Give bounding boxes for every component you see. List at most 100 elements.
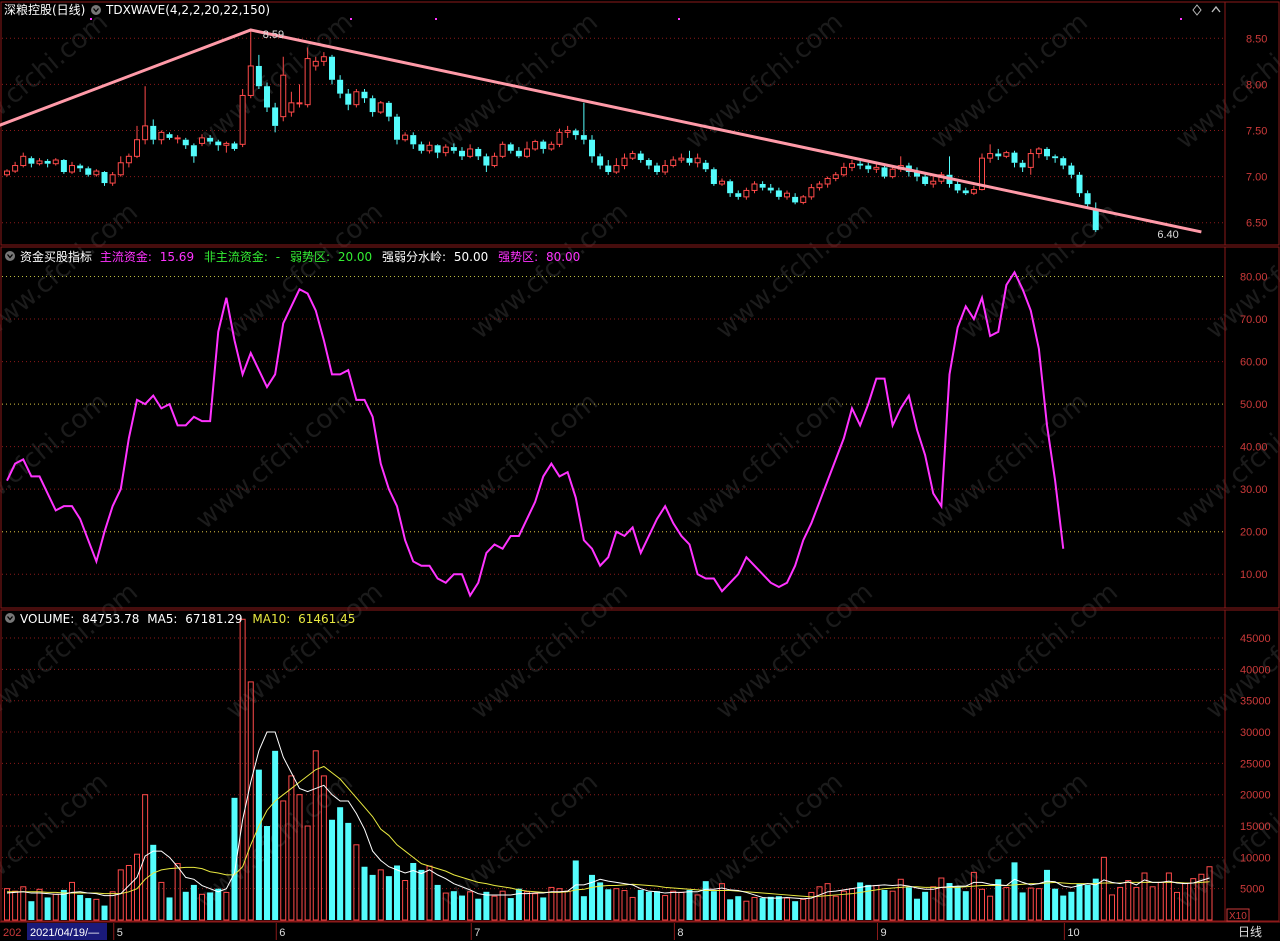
candle: [288, 91, 295, 117]
volume-bar: [1003, 886, 1010, 921]
volume-bar: [824, 883, 831, 921]
wave-segment: [0, 28, 1202, 234]
indicator-menu-icon[interactable]: [5, 613, 15, 623]
candle: [467, 144, 474, 159]
candle: [849, 160, 855, 172]
candle-body: [410, 135, 417, 145]
volume-legend-text: VOLUME: 84753.78 MA5: 67181.29 MA10: 614…: [20, 612, 355, 626]
volume-bar: [1174, 891, 1180, 921]
candle: [556, 128, 563, 148]
candle-body: [962, 190, 969, 194]
volume-bar: [329, 819, 335, 920]
diamond-icon[interactable]: [1192, 4, 1202, 16]
candle-body: [475, 148, 482, 157]
candle: [710, 167, 717, 186]
indicator-panel[interactable]: 80.00 70.00 60.00 50.00 40.00 30.00 20.00 10.00: [2, 270, 1268, 598]
candle: [662, 160, 669, 175]
volume-bar: [69, 881, 75, 921]
candle: [434, 144, 441, 159]
date-prefix: 202: [3, 927, 21, 939]
candle: [719, 178, 725, 186]
volume-panel[interactable]: 45000 40000 35000 30000 25000 20000 15000 10000…: [4, 618, 1271, 921]
volume-bar: [759, 898, 766, 920]
candle: [751, 181, 758, 194]
volume-bar: [654, 891, 660, 920]
volume-bar: [1011, 862, 1018, 920]
candle-body: [4, 170, 10, 176]
watermark-text: www.cfchi.com: [220, 197, 389, 345]
volume-bar: [857, 882, 864, 920]
candle: [540, 139, 547, 154]
volume-bar: [182, 891, 189, 920]
indicator-menu-icon[interactable]: [91, 5, 101, 15]
indicator-tick-label: 60.00: [1240, 357, 1268, 369]
month-label: 10: [1067, 927, 1079, 939]
candle-body: [727, 181, 734, 194]
candle: [873, 163, 880, 173]
candle-body: [686, 158, 693, 163]
volume-bar: [792, 901, 799, 920]
candle: [580, 102, 587, 145]
volume-tick-label: 5000: [1240, 884, 1264, 896]
candle-body: [255, 65, 262, 87]
candle: [987, 144, 994, 163]
candle-body: [36, 160, 43, 165]
date-cursor-box[interactable]: [27, 923, 107, 940]
candle: [775, 187, 782, 200]
candle-body: [337, 79, 344, 94]
watermark-text: www.cfchi.com: [190, 387, 359, 535]
candle: [995, 148, 1002, 161]
indicator-tick-label: 50.00: [1240, 399, 1268, 411]
volume-bar: [353, 844, 360, 921]
volume-bar: [1052, 888, 1059, 920]
price-panel[interactable]: 8.59 6.40 8.50 8.00 7.50 7.00 6.50: [0, 18, 1267, 241]
candle-body: [329, 56, 335, 80]
volume-bar: [1149, 886, 1156, 921]
month-label: 8: [677, 927, 683, 939]
price-axis-labels: 8.50 8.00 7.50 7.00 6.50: [1246, 33, 1267, 229]
candle-body: [134, 139, 140, 157]
candle-body: [142, 125, 149, 141]
candle-body: [922, 176, 929, 184]
volume-bar: [914, 898, 920, 920]
candle-body: [369, 98, 376, 113]
watermark-text: www.cfchi.com: [0, 197, 144, 345]
indicator-legend-text: 资金买股指标 主流资金: 15.69 非主流资金: - 弱势区: 20.00 强…: [20, 249, 580, 264]
volume-bar: [231, 797, 238, 920]
volume-tick-label: 40000: [1240, 664, 1271, 676]
chevron-up-icon[interactable]: [1211, 5, 1221, 13]
volume-bar: [840, 890, 847, 921]
candle: [329, 54, 335, 85]
watermark-text: www.cfchi.com: [465, 577, 634, 725]
price-tick-label: 8.00: [1246, 79, 1267, 91]
indicator-axis-labels: 80.00 70.00 60.00 50.00 40.00 30.00 20.00 10.00: [1240, 272, 1268, 582]
indicator-menu-icon[interactable]: [5, 251, 15, 261]
candle: [832, 171, 839, 182]
candle: [694, 153, 701, 168]
volume-bar: [613, 888, 620, 921]
volume-bar: [597, 882, 604, 920]
signal-marker: [678, 18, 680, 20]
footer-bar[interactable]: 202 2021/04/19/— 5 6 7 8 9 10 日线: [0, 921, 1280, 941]
volume-bar: [101, 905, 108, 920]
volume-bar: [1157, 881, 1164, 921]
volume-bar: [905, 887, 912, 920]
main-fund-line: [6, 270, 1065, 598]
candle-body: [637, 153, 644, 161]
period-button[interactable]: 日线: [1238, 925, 1262, 939]
volume-bar: [1019, 892, 1026, 920]
candle-body: [93, 170, 100, 176]
volume-bar: [662, 895, 669, 921]
volume-bar: [1190, 878, 1197, 921]
volume-bar: [970, 871, 977, 921]
candle: [808, 183, 815, 200]
volume-bar: [816, 886, 823, 921]
volume-bar: [832, 895, 839, 921]
volume-bar: [134, 853, 140, 921]
candle: [459, 147, 465, 161]
volume-bar: [710, 891, 717, 920]
candle: [231, 141, 238, 151]
window-controls[interactable]: [1192, 4, 1221, 16]
candle: [954, 181, 961, 194]
